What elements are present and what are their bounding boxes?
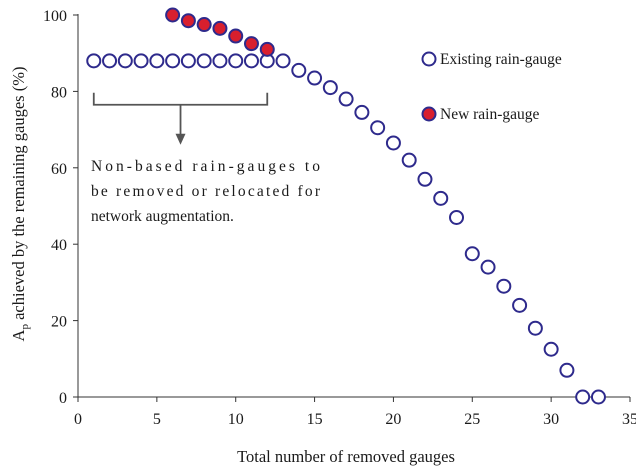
annotation-text-line: Non-based rain-gauges to <box>91 158 320 175</box>
new-gauge-point <box>228 28 244 44</box>
y-tick-label: 40 <box>51 237 67 254</box>
existing-gauge-point <box>559 362 575 378</box>
new-gauge-point <box>196 17 212 33</box>
series-new-rain-gauge <box>165 7 275 57</box>
y-tick-label: 0 <box>59 390 67 407</box>
annotation-text-line: be removed or relocated for <box>91 183 321 200</box>
existing-gauge-point <box>433 190 449 206</box>
existing-gauge-point <box>512 297 528 313</box>
x-tick-label: 0 <box>74 411 82 428</box>
y-tick-label: 20 <box>51 314 67 331</box>
new-gauge-point <box>243 36 259 52</box>
annotation-text-line: network augmentation. <box>91 208 234 225</box>
existing-gauge-point <box>133 53 149 69</box>
existing-gauge-point <box>307 70 323 86</box>
x-tick-label: 15 <box>307 411 323 428</box>
legend-label: New rain-gauge <box>440 106 540 123</box>
legend-label: Existing rain-gauge <box>440 51 562 68</box>
existing-gauge-point <box>275 53 291 69</box>
existing-gauge-point <box>385 135 401 151</box>
existing-gauge-point <box>180 53 196 69</box>
annotation-arrowhead <box>175 133 186 145</box>
series-existing-rain-gauge <box>86 53 606 405</box>
x-tick-label: 20 <box>385 411 401 428</box>
annotation-bracket <box>92 92 269 106</box>
existing-gauge-point <box>496 278 512 294</box>
new-gauge-point <box>259 41 275 57</box>
x-axis-title: Total number of removed gauges <box>237 447 455 466</box>
new-gauge-point <box>165 7 181 23</box>
existing-gauge-point <box>228 53 244 69</box>
x-tick-label: 30 <box>543 411 559 428</box>
y-axis-title: Ap achieved by the remaining gauges (%) <box>9 67 31 342</box>
existing-gauge-point <box>417 171 433 187</box>
existing-gauge-point <box>401 152 417 168</box>
existing-gauge-point <box>102 53 118 69</box>
existing-gauge-point <box>243 53 259 69</box>
existing-gauge-point <box>149 53 165 69</box>
existing-gauge-point <box>480 259 496 275</box>
x-tick-label: 25 <box>464 411 480 428</box>
legend-marker <box>421 106 437 122</box>
existing-gauge-point <box>464 246 480 262</box>
x-tick-label: 5 <box>153 411 161 428</box>
new-gauge-point <box>180 13 196 29</box>
x-tick-label: 35 <box>622 411 636 428</box>
x-tick-label: 10 <box>228 411 244 428</box>
y-axis-title-main: A <box>9 329 28 341</box>
existing-gauge-point <box>291 62 307 78</box>
y-tick-label: 80 <box>51 84 67 101</box>
existing-gauge-point <box>86 53 102 69</box>
legend-marker <box>421 51 437 67</box>
new-gauge-point <box>212 20 228 36</box>
existing-gauge-point <box>165 53 181 69</box>
existing-gauge-point <box>354 104 370 120</box>
existing-gauge-point <box>370 120 386 136</box>
existing-gauge-point <box>196 53 212 69</box>
y-tick-label: 100 <box>43 8 67 25</box>
y-axis-title-rest: achieved by the remaining gauges (%) <box>9 67 28 324</box>
existing-gauge-point <box>449 209 465 225</box>
y-tick-label: 60 <box>51 161 67 178</box>
y-axis-title-subscript: p <box>19 324 31 330</box>
existing-gauge-point <box>117 53 133 69</box>
existing-gauge-point <box>527 320 543 336</box>
existing-gauge-point <box>322 80 338 96</box>
existing-gauge-point <box>338 91 354 107</box>
existing-gauge-point <box>575 389 591 405</box>
existing-gauge-point <box>590 389 606 405</box>
existing-gauge-point <box>212 53 228 69</box>
existing-gauge-point <box>543 341 559 357</box>
